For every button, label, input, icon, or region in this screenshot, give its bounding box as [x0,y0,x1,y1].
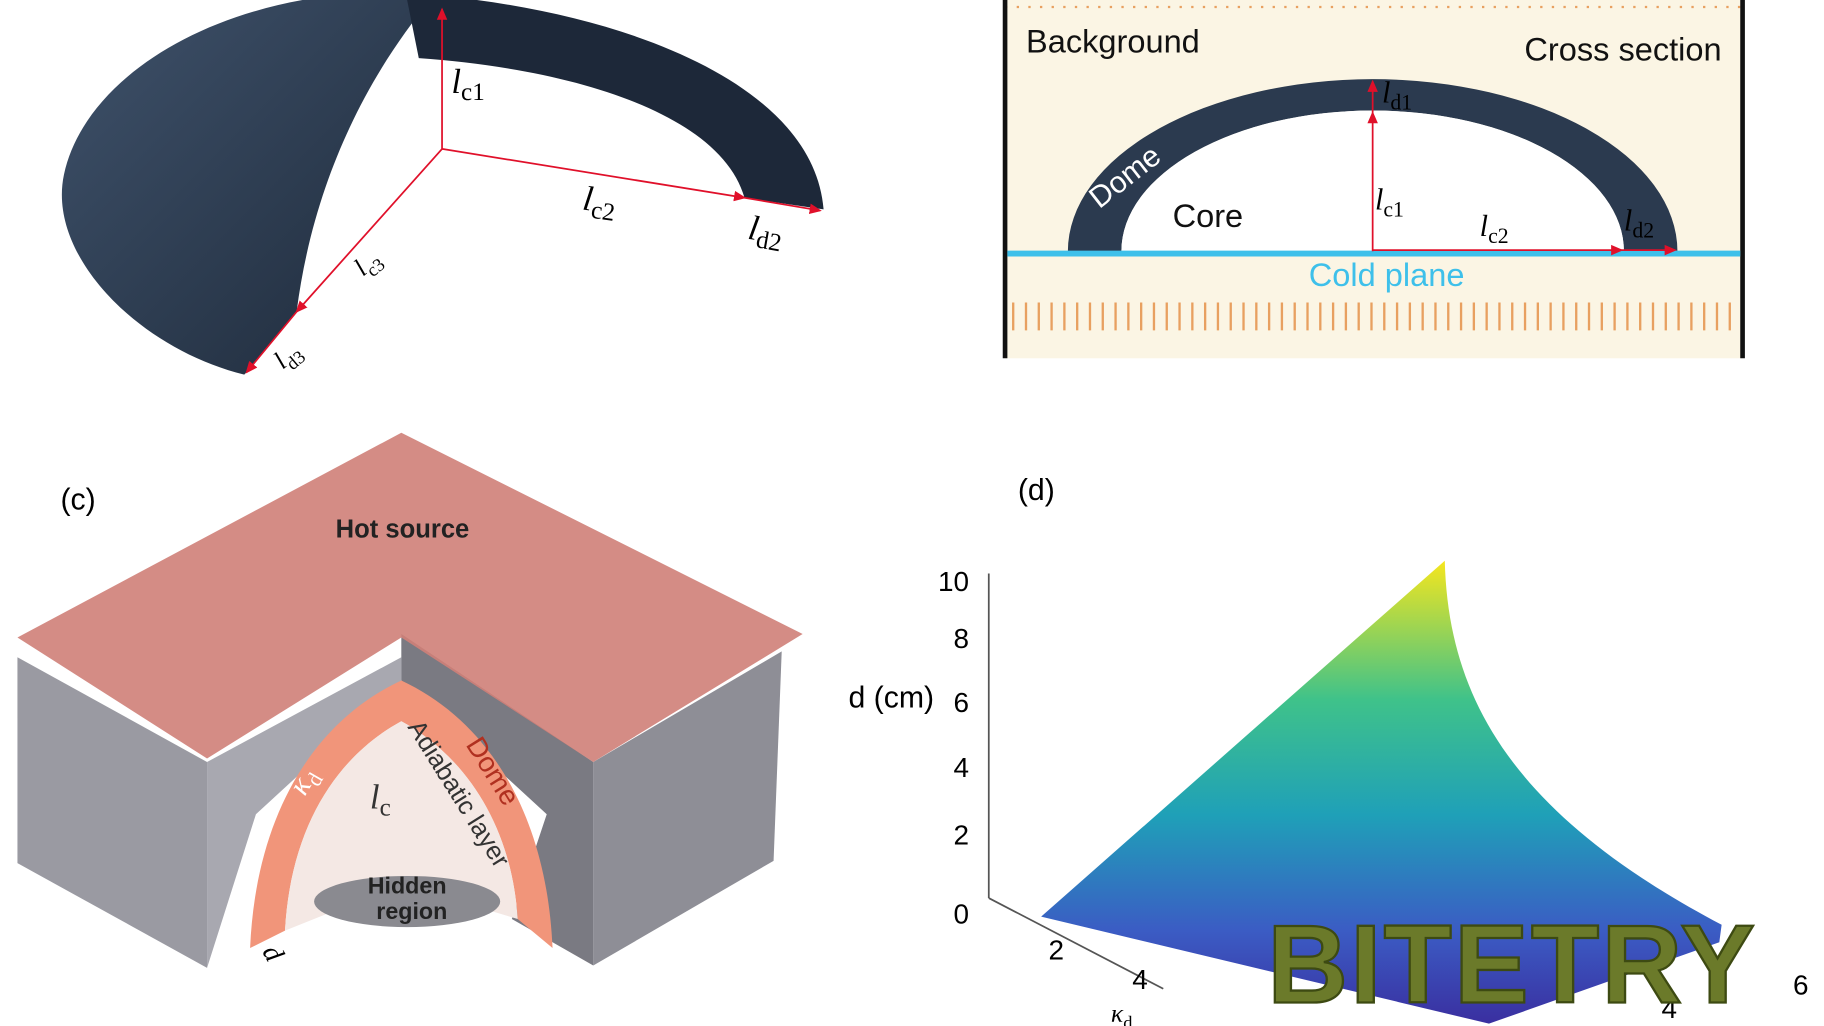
symbol: l [370,777,380,816]
label: Hidden [368,872,447,898]
tick-label: 4 [1662,993,1678,1024]
math-label: lc2 [580,179,619,227]
subscript: c1 [1383,197,1404,221]
panel-b: Background Cross section Dome Core Cold … [1002,0,1745,359]
subscript: d1 [1390,90,1412,114]
math-label: lc2 [1480,209,1509,248]
math-label: κd [1111,998,1132,1026]
tick-label: 2 [953,820,969,851]
watermark: BITETRY [1267,902,1757,1026]
tick-label: 10 [938,566,969,597]
subscript: d2 [754,226,783,257]
tick-label: 8 [953,623,969,654]
tick-label: 6 [953,687,969,718]
tick-label: 6 [1793,970,1809,1001]
tick-label: 2 [1048,935,1064,966]
tick-label: 4 [1132,964,1148,995]
panel-c: (c) Hot source κd lc Dome Adiabatic laye… [17,432,803,968]
subscript: c2 [589,197,616,227]
axis-label: d (cm) [848,681,934,714]
symbol: κ [1111,998,1124,1026]
panel-tag: (c) [60,484,95,517]
dome-layer [250,680,553,949]
label: Cold plane [1309,257,1465,293]
math-label: lc1 [1375,182,1404,221]
panel-d: (d) d (cm) 10 8 6 4 2 0 2 4 κd 6 4 [848,474,1808,1026]
subscript: d [1123,1012,1132,1026]
symbol: l [1480,209,1488,243]
math-label: lc3 [348,243,389,285]
panel-a: lc1 lc2 ld2 lc3 ld3 [61,0,824,378]
dome-shell [407,0,824,210]
surface [1041,560,1722,1024]
symbol: l [451,62,461,101]
math-label: ld1 [1382,75,1412,114]
subscript: d2 [1632,218,1654,242]
label: Core [1173,198,1244,234]
dome-shell [61,0,431,375]
label: Background [1026,23,1200,59]
math-label: ld3 [268,336,309,378]
math-label: lc [370,777,391,821]
subscript: c1 [461,79,485,106]
subscript: c2 [1488,224,1509,248]
math-label: ld2 [745,208,787,257]
panel-tag: (d) [1018,474,1055,507]
symbol: l [1375,182,1383,216]
subscript: c [380,794,391,821]
symbol: l [1624,203,1632,237]
label: region [376,898,447,924]
math-label: lc1 [451,62,484,106]
tick-label: 4 [953,752,969,783]
tick-label: 0 [953,899,969,930]
label: d [256,940,290,968]
dome-section [1067,79,1678,252]
label: Cross section [1524,31,1721,67]
hot-source [17,432,803,762]
math-label: ld2 [1624,203,1654,242]
label: Hot source [336,515,470,543]
symbol: l [1382,75,1390,109]
